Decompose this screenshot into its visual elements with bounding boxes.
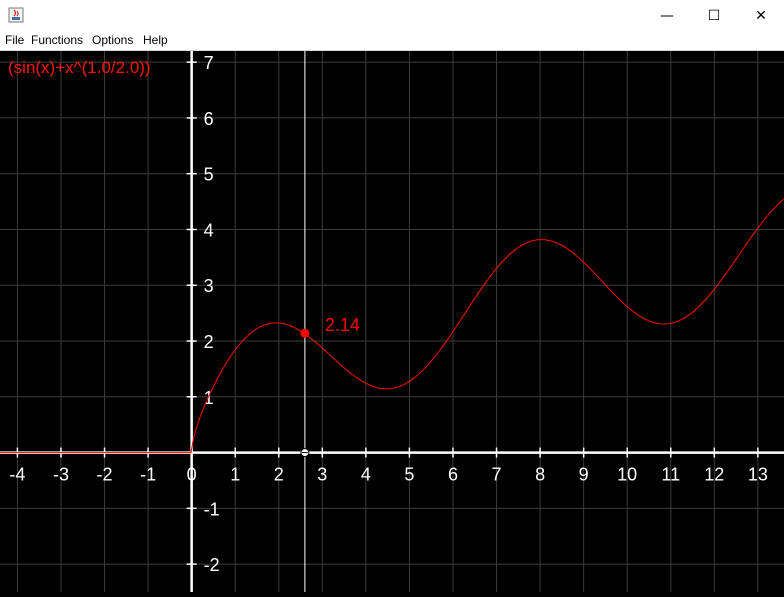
function-curve [0, 198, 784, 454]
axes [0, 51, 784, 592]
x-tick-label: 0 [187, 465, 197, 485]
x-tick-label: 11 [661, 465, 680, 485]
title-bar: — ☐ ✕ [0, 0, 784, 31]
menu-file[interactable]: File [5, 33, 25, 47]
tick-marks [16, 61, 759, 565]
cursor-point [300, 328, 310, 338]
x-tick-label: 5 [404, 465, 414, 485]
function-label: (sin(x)+x^(1.0/2.0)) [8, 58, 151, 77]
y-tick-label: 2 [204, 332, 214, 352]
y-tick-label: 4 [204, 220, 214, 240]
y-tick-label: 5 [204, 165, 214, 185]
x-tick-label: -1 [140, 465, 156, 485]
x-tick-label: -4 [9, 465, 25, 485]
x-tick-label: 6 [448, 465, 458, 485]
x-tick-label: 8 [535, 465, 545, 485]
y-tick-label: 6 [204, 109, 214, 129]
java-app-icon [8, 7, 24, 23]
x-tick-label: 9 [579, 465, 589, 485]
y-tick-label: -1 [204, 499, 220, 519]
menu-help[interactable]: Help [143, 33, 168, 47]
grid-lines [0, 51, 784, 592]
cursor-layer[interactable]: 2.14 [300, 51, 360, 592]
x-tick-label: 13 [748, 465, 768, 485]
x-tick-label: -2 [97, 465, 113, 485]
y-tick-label: -2 [204, 555, 220, 575]
x-tick-label: 12 [704, 465, 724, 485]
x-tick-label: 3 [317, 465, 327, 485]
x-tick-label: 2 [274, 465, 284, 485]
menu-functions[interactable]: Functions [31, 33, 84, 47]
x-tick-label: 4 [361, 465, 371, 485]
plot-area[interactable]: -4 -3 -2 -1 0 1 2 3 4 5 6 7 8 9 10 11 12 13 -2 -1 1 2 3 4 5 6 7 2.… [0, 51, 784, 592]
maximize-button[interactable]: ☐ [707, 7, 721, 24]
y-tick-label: 1 [204, 388, 214, 408]
x-tick-label: 7 [492, 465, 502, 485]
y-tick-label: 7 [204, 53, 214, 73]
y-tick-label: 3 [204, 276, 214, 296]
x-tick-label: -3 [53, 465, 69, 485]
minimize-button[interactable]: — [660, 7, 674, 24]
menu-options[interactable]: Options [92, 33, 134, 47]
x-tick-label: 1 [230, 465, 240, 485]
close-button[interactable]: ✕ [755, 7, 767, 24]
menu-bar: File Functions Options Help [0, 31, 784, 51]
cursor-value-label: 2.14 [325, 315, 360, 335]
curve-layer [0, 198, 784, 454]
x-tick-label: 10 [617, 465, 637, 485]
